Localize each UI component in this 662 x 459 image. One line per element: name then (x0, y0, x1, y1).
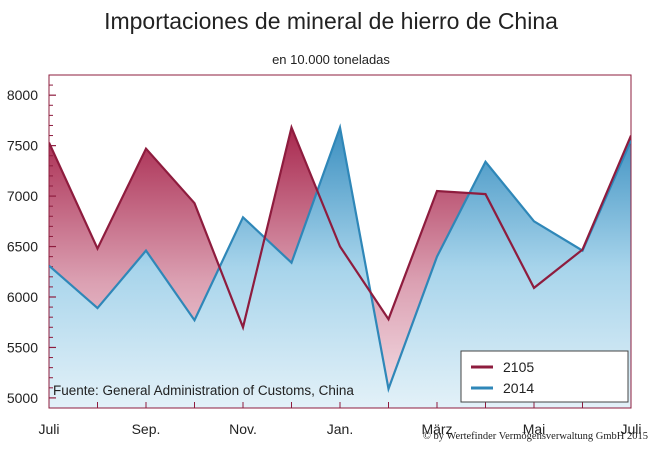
credit-line: © by Wertefinder Vermögensverwaltung Gmb… (422, 431, 648, 442)
legend-label-2014: 2014 (503, 380, 534, 396)
legend-label-2105: 2105 (503, 359, 534, 375)
chart-subtitle: en 10.000 toneladas (272, 52, 390, 67)
x-tick-label: Sep. (132, 421, 161, 437)
series-2014-area (49, 127, 631, 408)
series-2105-line (49, 123, 631, 331)
chart-title: Importaciones de mineral de hierro de Ch… (104, 8, 558, 34)
x-tick-label: Juli (620, 421, 641, 437)
y-tick-label: 5000 (7, 390, 38, 406)
y-tick-label: 6000 (7, 289, 38, 305)
x-tick-label: Mai (523, 421, 546, 437)
y-tick-label: 5500 (7, 339, 38, 355)
y-tick-label: 7000 (7, 188, 38, 204)
legend: 2105 2014 (460, 350, 629, 403)
source-note: Fuente: General Administration of Custom… (53, 383, 354, 398)
y-tick-label: 6500 (7, 239, 38, 255)
x-tick-label: März (421, 421, 452, 437)
y-tick-label: 7500 (7, 138, 38, 154)
series-2014-line (49, 123, 631, 393)
x-tick-label: Juli (38, 421, 59, 437)
x-tick-label: Nov. (229, 421, 257, 437)
x-tick-label: Jan. (327, 421, 353, 437)
y-tick-label: 8000 (7, 87, 38, 103)
